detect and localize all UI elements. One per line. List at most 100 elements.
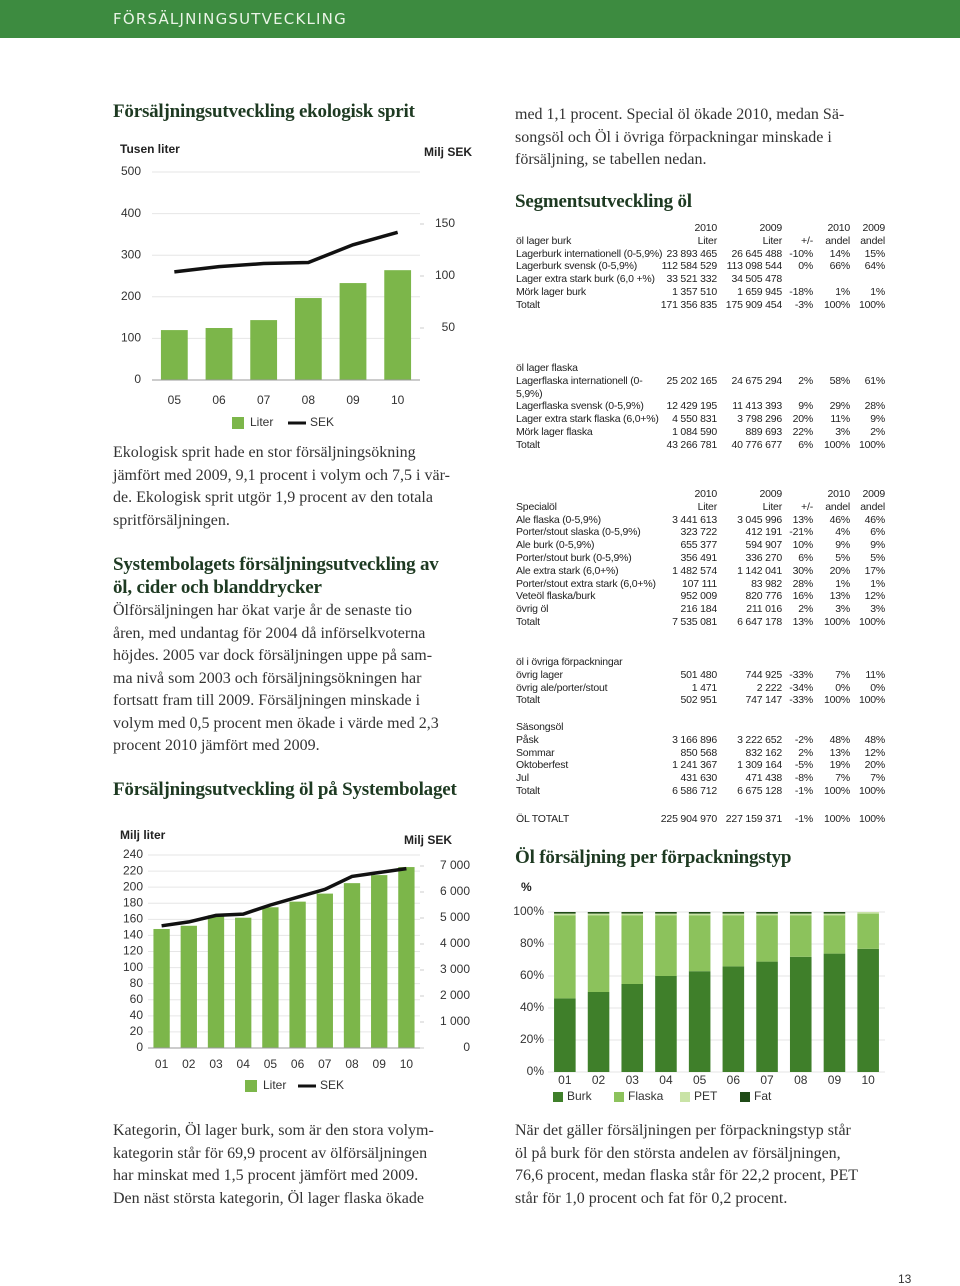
table-cell: 655 377 [680, 539, 717, 552]
y2-tick-label: 100 [435, 268, 455, 282]
bar-segment [857, 913, 879, 949]
paragraph-line: de. Ekologisk sprit utgör 1,9 procent av… [113, 489, 433, 506]
x-tick-label: 01 [558, 1073, 572, 1087]
table-cell: 1 357 510 [672, 285, 717, 298]
y-tick-label: 200 [121, 289, 141, 303]
column-header: +/- [801, 234, 813, 247]
table-row: övrig öl 216 184 211 016 2% 3% 3% [516, 603, 885, 616]
y-tick-label: 20 [130, 1024, 144, 1038]
y2-tick-label: 2 000 [440, 988, 470, 1002]
table-cell: 100% [858, 784, 885, 797]
table-cell: 1 482 574 [672, 564, 717, 577]
bar [371, 875, 388, 1048]
table-cell: 112 584 529 [661, 260, 718, 273]
table-cell: 13% [829, 746, 851, 759]
table-cell: 11 413 393 [732, 400, 782, 413]
table-cell: 1% [870, 577, 885, 590]
table-cell: 11% [865, 668, 885, 681]
bar-segment [789, 956, 812, 1072]
table-cell: 20% [792, 413, 814, 426]
table-cell: 1% [835, 577, 850, 590]
bar-segment [823, 915, 846, 954]
bar [289, 901, 306, 1048]
table-cell: 100% [823, 813, 850, 825]
table-cell: -33% [789, 668, 813, 681]
table-row: Mörk lager burk 1 357 510 1 659 945 -18% 1% 1… [516, 286, 885, 299]
table-cell: 1% [835, 285, 850, 298]
table-row: Veteöl flaska/burk 952 009 820 776 16% 13% 12… [516, 590, 885, 603]
table-cell: 107 111 [682, 577, 717, 590]
table-cell: 336 270 [745, 551, 782, 564]
table-cell: 3 045 996 [737, 513, 782, 526]
table-cell: 22% [792, 425, 814, 438]
row-label: Lagerburk svensk (0-5,9%) [516, 260, 638, 273]
table-cell: 594 907 [745, 539, 782, 552]
legend-label: Fat [754, 1089, 772, 1103]
bar-segment [688, 915, 711, 972]
table-block: ÖL TOTALT 225 904 970 227 159 371 -1% 100% 10… [516, 813, 885, 826]
bar-segment [789, 912, 812, 914]
row-label: Lagerflaska internationell (0-5,9%) [516, 374, 643, 400]
table-row: Porter/stout slaska (0-5,9%) 323 722 412 1… [516, 526, 885, 539]
bar-segment [823, 953, 846, 1072]
block-title: öl i övriga förpackningar [516, 656, 623, 668]
x-tick-label: 08 [302, 393, 316, 407]
table-row: Jul 431 630 471 438 -8% 7% 7% [516, 772, 885, 785]
table-cell: 3 166 896 [672, 733, 717, 746]
table-cell: 820 776 [745, 590, 782, 603]
table-cell: 100% [823, 438, 850, 451]
table-cell: 1 142 041 [737, 564, 782, 577]
table-cell: 501 480 [680, 668, 717, 681]
row-label: Oktoberfest [516, 759, 569, 772]
bar [250, 320, 278, 380]
x-tick-label: 02 [592, 1073, 606, 1087]
y-tick-label: 60 [130, 992, 144, 1006]
column-header: +/- [801, 500, 813, 513]
bar [343, 883, 361, 1048]
row-label: Porter/stout slaska (0-5,9%) [516, 526, 641, 539]
table-cell: -18% [789, 285, 813, 298]
table-cell: 3 441 613 [672, 513, 717, 526]
paragraph-line: öl på burk för den största andelen av fö… [515, 1144, 841, 1162]
y-tick-label: 80% [520, 936, 544, 950]
table-cell: 171 356 835 [660, 298, 717, 311]
y-tick-label: 400 [121, 206, 141, 220]
table-cell: 100% [858, 813, 885, 825]
y2-tick-label: 1 000 [440, 1014, 470, 1028]
table-cell: 9% [870, 539, 885, 552]
row-label: Totalt [516, 784, 540, 797]
block-title: Säsongsöl [516, 721, 564, 733]
x-tick-label: 07 [318, 1057, 332, 1071]
x-tick-label: 08 [794, 1073, 808, 1087]
column-header: andel [860, 500, 885, 513]
table-cell: 4% [835, 526, 850, 539]
table-cell: 216 184 [680, 603, 717, 616]
bar-segment [554, 998, 576, 1072]
table-header-row: öl lager burk Liter Liter +/- andel andel [516, 235, 885, 248]
table-cell: 29% [829, 400, 851, 413]
bar-segment [789, 913, 812, 916]
paragraph-line: procent 2010 jämfört med 2009. [113, 737, 320, 754]
table-cell: 46% [864, 513, 886, 526]
paragraph-line: songsöl och Öl i övriga förpackningar mi… [515, 128, 832, 146]
legend-swatch [245, 1080, 257, 1092]
column-header: Liter [762, 500, 783, 513]
y2-tick-label: 50 [442, 320, 456, 334]
bar [235, 917, 252, 1048]
legend-label: Liter [250, 415, 273, 429]
table-header-row: 2010 2009 2010 2009 [516, 488, 885, 501]
bar [316, 893, 333, 1048]
column-year: 2009 [862, 222, 885, 234]
y-tick-label: 0 [136, 1040, 143, 1054]
table-cell: 13% [829, 590, 851, 603]
x-tick-label: 09 [373, 1057, 387, 1071]
header-title: FÖRSÄLJNINGSUTVECKLING [113, 10, 347, 28]
table-header-row: 2010 2009 2010 2009 [516, 222, 885, 235]
table-cell: 13% [792, 513, 814, 526]
table-title-row: öl lager flaska [516, 362, 885, 375]
table-cell: 952 009 [680, 590, 717, 603]
table-row: Ale flaska (0-5,9%) 3 441 613 3 045 996 13%… [516, 514, 885, 527]
row-label: Mörk lager burk [516, 285, 586, 298]
table-cell: 58% [829, 374, 851, 387]
table-cell: 100% [823, 694, 850, 707]
